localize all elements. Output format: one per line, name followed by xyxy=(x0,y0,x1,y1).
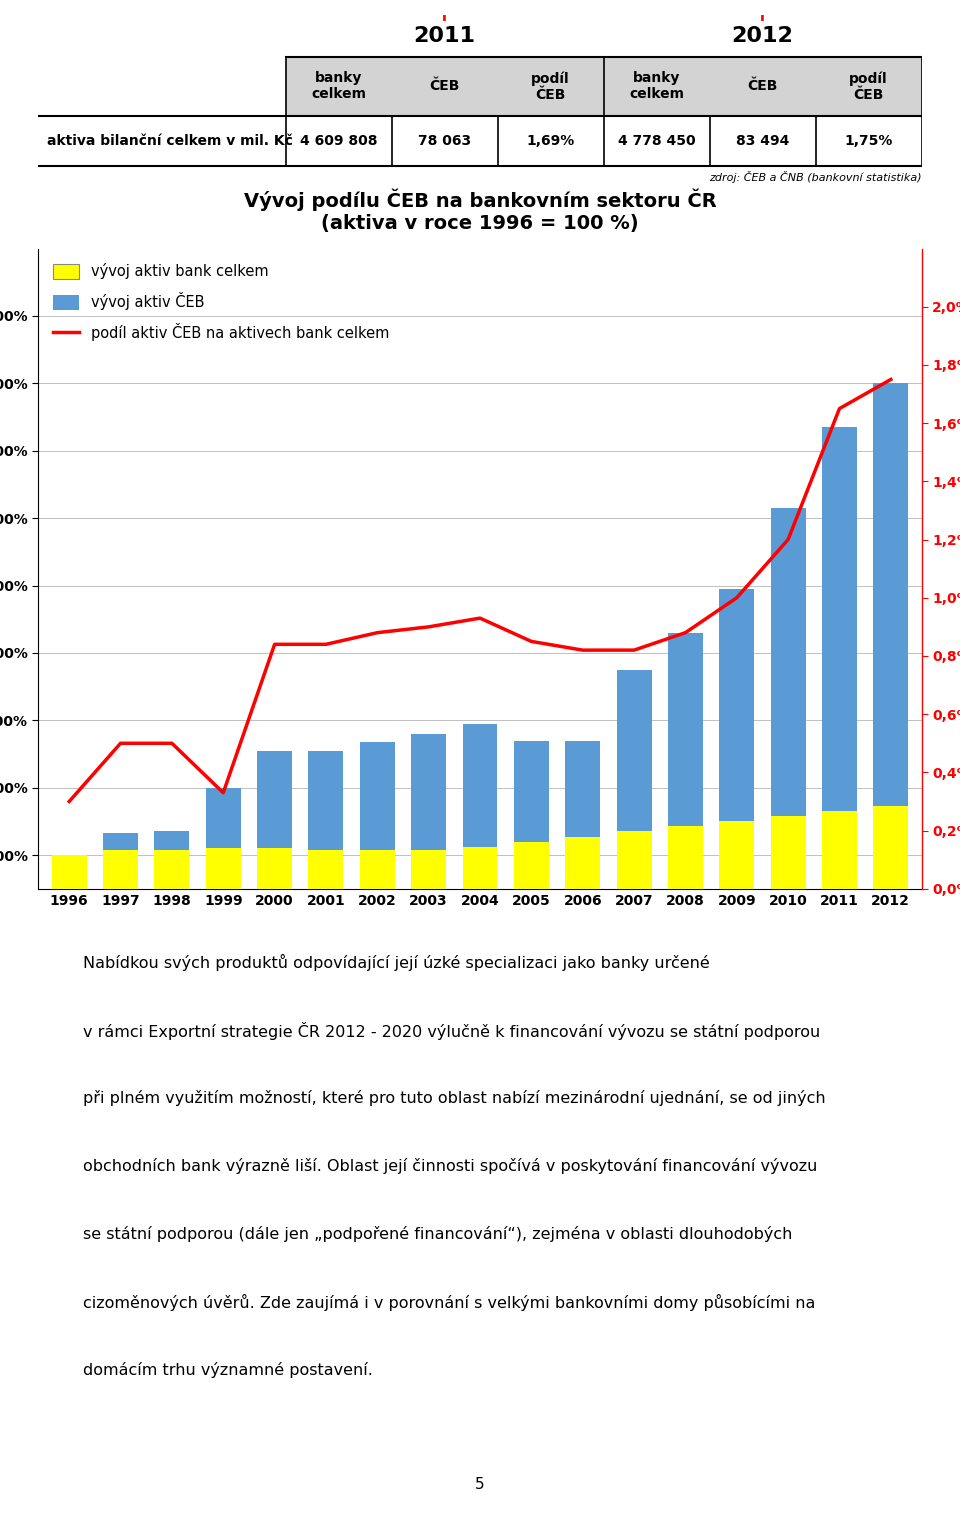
Bar xyxy=(616,670,652,889)
Text: se státní podporou (dále jen „podpořené financování“), zejména v oblasti dlouhod: se státní podporou (dále jen „podpořené … xyxy=(83,1226,792,1243)
Text: ČEB: ČEB xyxy=(429,79,460,93)
Text: v rámci Exportní strategie ČR 2012 - 2020 výlučně k financování vývozu se státní: v rámci Exportní strategie ČR 2012 - 202… xyxy=(83,1022,820,1041)
Text: banky
celkem: banky celkem xyxy=(629,71,684,102)
Text: při plném využitím možností, které pro tuto oblast nabízí mezinárodní ujednání, : při plném využitím možností, které pro t… xyxy=(83,1091,826,1106)
Text: 1,75%: 1,75% xyxy=(845,134,893,147)
Bar xyxy=(463,846,497,889)
Text: 5: 5 xyxy=(475,1476,485,1492)
Text: 2011: 2011 xyxy=(414,26,475,46)
Bar xyxy=(771,507,805,889)
Text: podíl
ČEB: podíl ČEB xyxy=(850,71,888,102)
Bar xyxy=(360,851,395,889)
Legend: vývoj aktiv bank celkem, vývoj aktiv ČEB, podíl aktiv ČEB na aktivech bank celke: vývoj aktiv bank celkem, vývoj aktiv ČEB… xyxy=(46,255,396,349)
Bar xyxy=(616,831,652,889)
Bar xyxy=(514,740,549,889)
Text: domácím trhu významné postavení.: domácím trhu významné postavení. xyxy=(83,1363,372,1378)
Bar xyxy=(874,807,908,889)
Text: ': ' xyxy=(759,15,766,35)
Bar xyxy=(411,851,446,889)
Text: 4 609 808: 4 609 808 xyxy=(300,134,377,147)
Bar xyxy=(668,633,703,889)
Bar xyxy=(155,831,189,889)
Text: obchodních bank výrazně liší. Oblast její činnosti spočívá v poskytování financo: obchodních bank výrazně liší. Oblast jej… xyxy=(83,1157,817,1174)
Bar xyxy=(411,734,446,889)
Bar xyxy=(52,855,86,889)
Bar xyxy=(565,837,600,889)
Text: aktiva bilanční celkem v mil. Kč: aktiva bilanční celkem v mil. Kč xyxy=(47,134,293,147)
Bar xyxy=(822,811,857,889)
Bar xyxy=(822,427,857,889)
Bar xyxy=(52,855,86,889)
Text: ČEB: ČEB xyxy=(748,79,778,93)
Text: 83 494: 83 494 xyxy=(736,134,789,147)
Bar xyxy=(771,816,805,889)
Bar xyxy=(286,58,922,115)
Text: ': ' xyxy=(442,15,448,35)
Text: banky
celkem: banky celkem xyxy=(311,71,366,102)
Bar xyxy=(565,740,600,889)
Bar xyxy=(874,383,908,889)
Bar xyxy=(205,788,241,889)
Text: zdroj: ČEB a ČNB (bankovní statistika): zdroj: ČEB a ČNB (bankovní statistika) xyxy=(709,172,922,184)
Bar xyxy=(360,743,395,889)
Title: Vývoj podílu ČEB na bankovním sektoru ČR
(aktiva v roce 1996 = 100 %): Vývoj podílu ČEB na bankovním sektoru ČR… xyxy=(244,188,716,232)
Bar xyxy=(103,851,138,889)
Bar xyxy=(103,834,138,889)
Text: 78 063: 78 063 xyxy=(419,134,471,147)
Text: cizoměnových úvěrů. Zde zaujímá i v porovnání s velkými bankovními domy působící: cizoměnových úvěrů. Zde zaujímá i v poro… xyxy=(83,1294,815,1311)
Bar xyxy=(205,848,241,889)
Bar xyxy=(719,589,755,889)
Bar xyxy=(155,851,189,889)
Bar xyxy=(719,822,755,889)
Bar xyxy=(308,750,344,889)
Text: 1,69%: 1,69% xyxy=(526,134,575,147)
Bar xyxy=(514,842,549,889)
Bar xyxy=(257,848,292,889)
Text: Nabídkou svých produktů odpovídající její úzké specializaci jako banky určené: Nabídkou svých produktů odpovídající jej… xyxy=(83,954,709,971)
Text: 2012: 2012 xyxy=(732,26,794,46)
Bar xyxy=(668,826,703,889)
Bar xyxy=(257,750,292,889)
Text: podíl
ČEB: podíl ČEB xyxy=(531,71,570,102)
Bar xyxy=(308,851,344,889)
Text: 4 778 450: 4 778 450 xyxy=(618,134,695,147)
Bar xyxy=(463,723,497,889)
